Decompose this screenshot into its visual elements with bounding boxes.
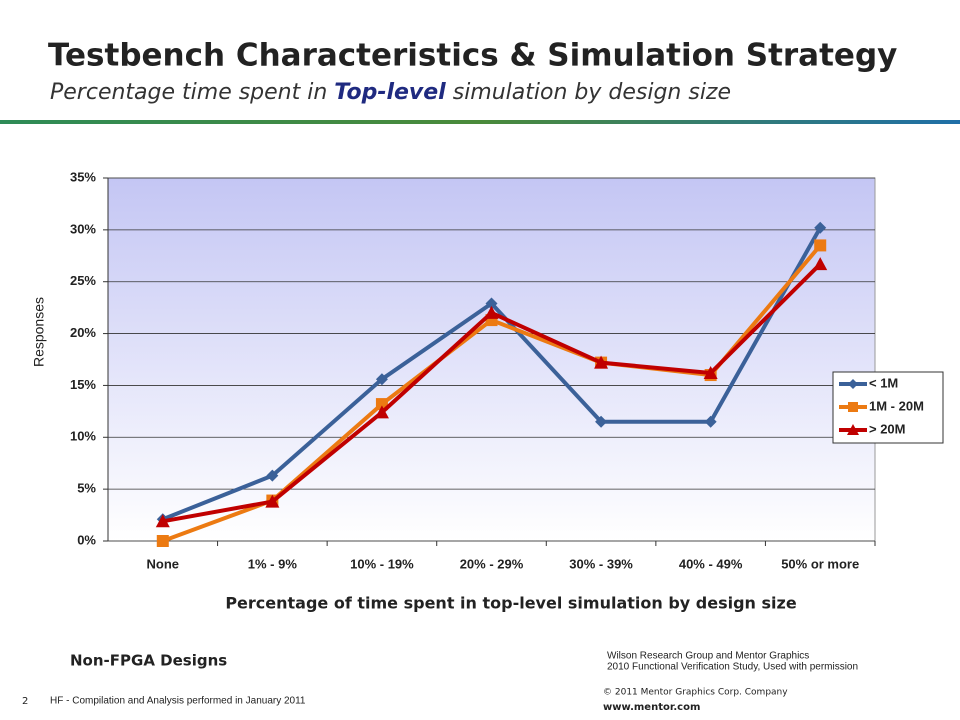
y-tick-label: 15% [70, 377, 96, 392]
marker [484, 305, 499, 319]
slide-subtitle: Percentage time spent in Top-level simul… [50, 80, 731, 105]
x-axis-title: Percentage of time spent in top-level si… [225, 594, 796, 613]
marker [156, 535, 169, 547]
marker [704, 415, 717, 428]
y-tick-label: 30% [70, 221, 96, 236]
marker [374, 405, 389, 419]
legend-marker [848, 379, 858, 389]
y-tick-label: 20% [70, 325, 96, 340]
subtitle-text: simulation by design size [446, 80, 731, 105]
x-tick-label: 50% or more [781, 556, 859, 571]
marker [703, 365, 718, 379]
marker [813, 257, 828, 271]
y-tick-label: 10% [70, 429, 96, 444]
legend: < 1M 1M - 20M > 20M [832, 371, 944, 444]
x-tick-label: 20% - 29% [460, 556, 524, 571]
legend-label: 1M - 20M [869, 398, 924, 413]
source-line: Wilson Research Group and Mentor Graphic… [607, 651, 809, 662]
legend-label: > 20M [869, 421, 906, 436]
marker [595, 415, 608, 428]
y-tick-label: 25% [70, 273, 96, 288]
legend-marker [847, 424, 859, 435]
marker [594, 355, 609, 369]
x-tick-label: 1% - 9% [248, 556, 298, 571]
y-tick-label: 35% [70, 169, 96, 184]
x-tick-label: None [147, 556, 180, 571]
marker [266, 469, 279, 482]
website: www.mentor.com [603, 702, 700, 713]
marker [814, 239, 827, 252]
y-tick-label: 0% [77, 532, 96, 547]
y-axis-title: Responses [31, 297, 47, 367]
marker [814, 221, 827, 234]
legend-label: < 1M [869, 375, 898, 390]
x-tick-label: 40% - 49% [679, 556, 743, 571]
copyright: © 2011 Mentor Graphics Corp. Company [603, 688, 788, 698]
subtitle-emphasis: Top-level [334, 80, 446, 105]
x-tick-label: 30% - 39% [569, 556, 633, 571]
marker [265, 494, 280, 508]
subtitle-text: Percentage time spent in [50, 80, 334, 105]
note: Non-FPGA Designs [70, 652, 227, 670]
marker [155, 514, 170, 528]
marker [375, 373, 388, 386]
marker [485, 297, 498, 310]
plot-area [107, 177, 876, 542]
header-rule [0, 120, 960, 124]
y-tick-label: 5% [77, 481, 96, 496]
legend-marker [848, 402, 858, 412]
footer: HF - Compilation and Analysis performed … [50, 696, 306, 707]
slide-title: Testbench Characteristics & Simulation S… [48, 38, 897, 74]
source-line: 2010 Functional Verification Study, Used… [607, 662, 858, 673]
x-tick-label: 10% - 19% [350, 556, 414, 571]
page-number: 2 [22, 696, 28, 707]
